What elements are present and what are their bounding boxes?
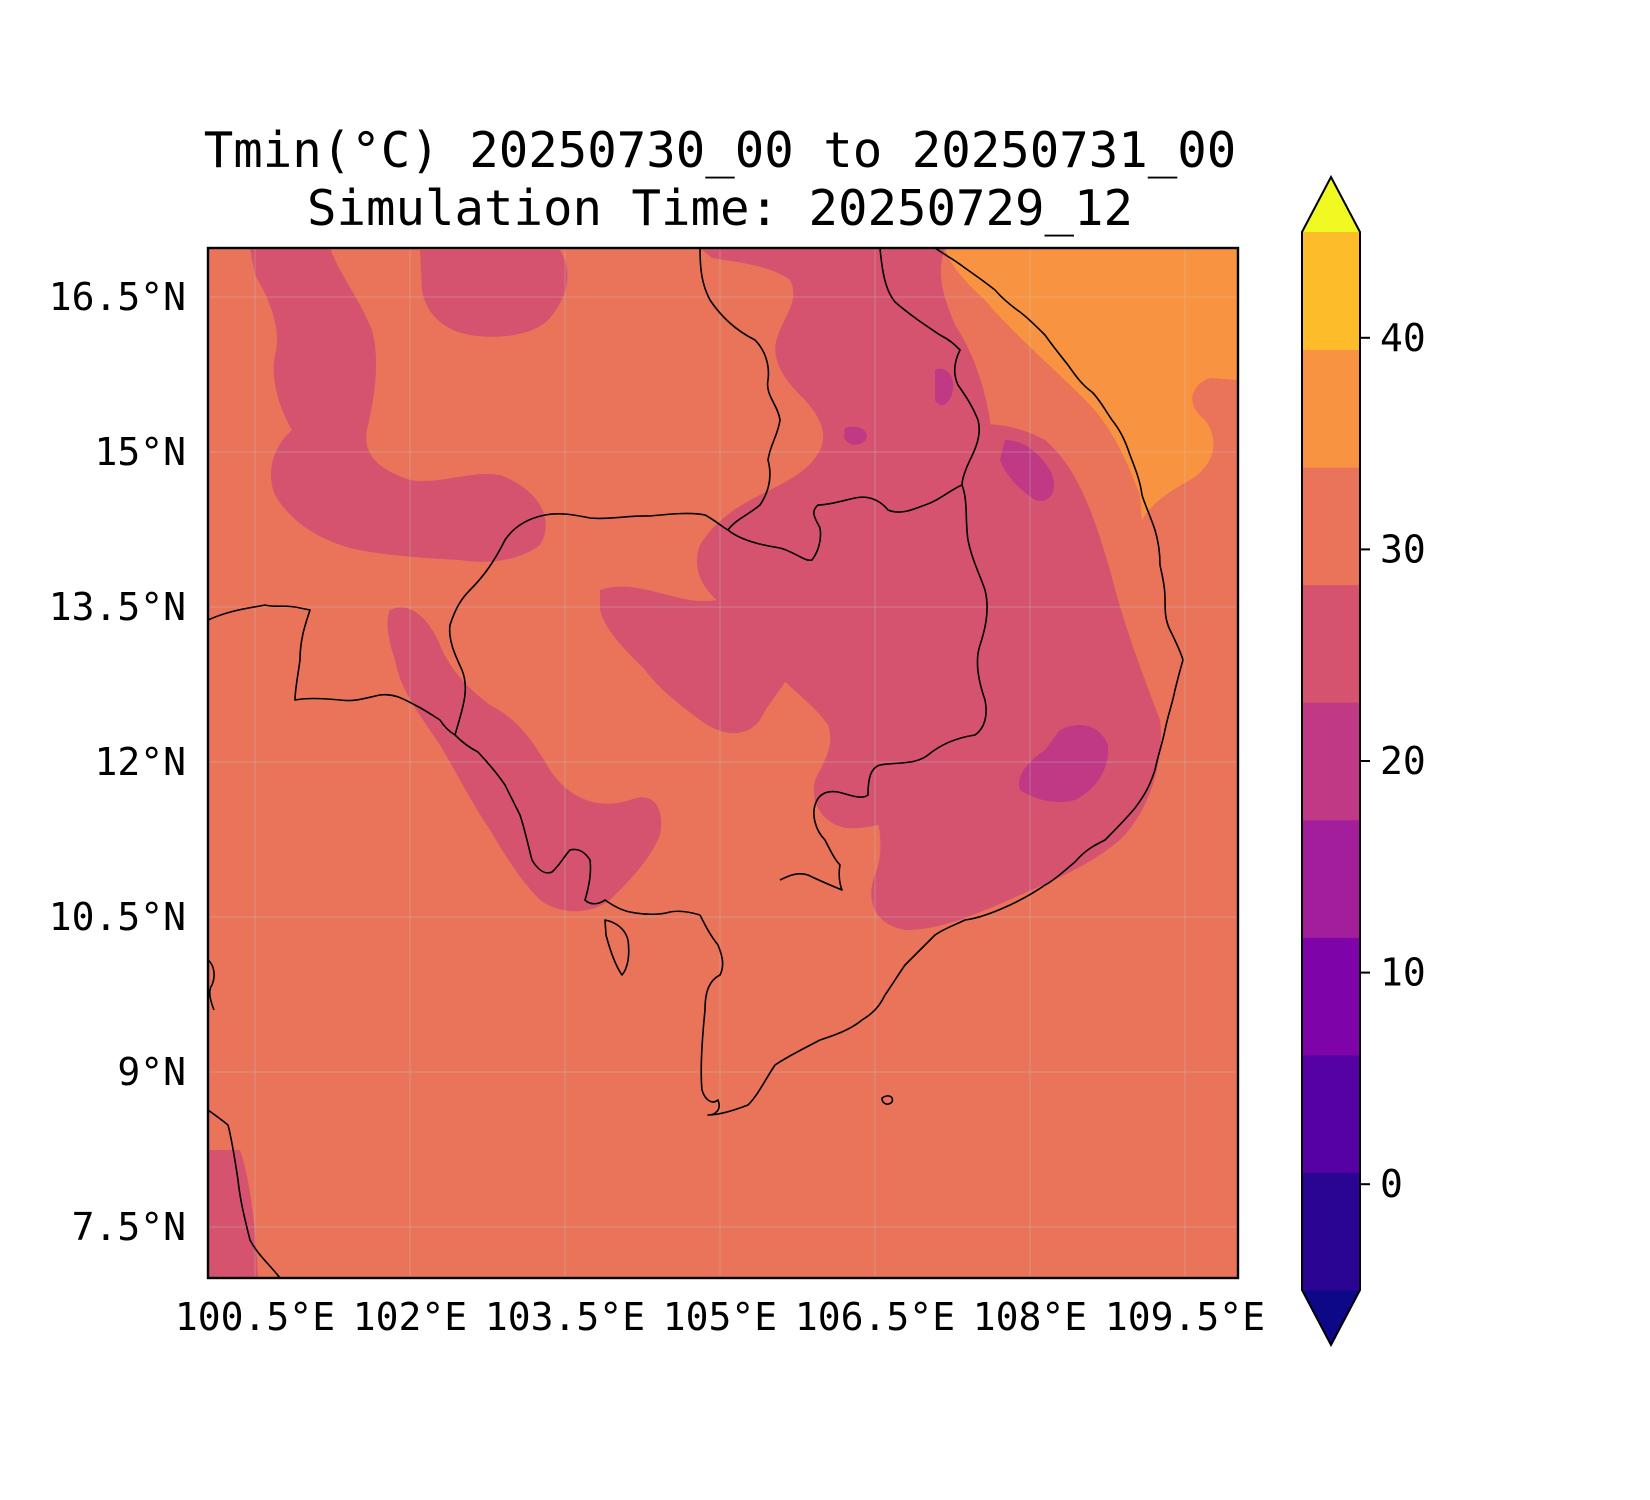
y-tick-label: 9°N — [117, 1050, 186, 1094]
x-tick-label: 106.5°E — [795, 1295, 955, 1339]
axes-frame — [206, 246, 1240, 1280]
colorbar-extend-max — [1302, 177, 1360, 232]
colorbar-extend-min — [1302, 1290, 1360, 1345]
cool-region-cambodia-center — [600, 586, 804, 734]
border-thailand-cambodia — [448, 512, 729, 736]
temperature-field — [208, 248, 1238, 1278]
colorbar-segment — [1302, 819, 1360, 938]
gridlines — [208, 248, 1238, 1278]
colorbar-segment — [1302, 584, 1360, 703]
border-laos-thailand — [699, 248, 781, 531]
coastline-malaysia-west — [208, 1109, 281, 1278]
colorbar-segment — [1302, 1054, 1360, 1173]
cool-region-north-thailand — [250, 248, 546, 562]
cool-region-southwest-corner — [208, 1150, 258, 1278]
coastline-cambodia — [454, 734, 701, 916]
colorbar-tick-label: 0 — [1380, 1162, 1403, 1206]
island-con-dao — [881, 1095, 894, 1105]
y-tick-label: 12°N — [94, 740, 186, 784]
coastlines-borders — [208, 248, 1184, 1278]
y-tick-label: 16.5°N — [49, 275, 186, 319]
x-tick-label: 108°E — [973, 1295, 1087, 1339]
x-tick-label: 105°E — [663, 1295, 777, 1339]
coastline-thailand-north-edge — [208, 959, 215, 1011]
colorbar-segment — [1302, 702, 1360, 821]
colorbar-segment — [1302, 349, 1360, 468]
colorbar-segment — [1302, 937, 1360, 1056]
coastline-thailand-gulf-west — [208, 604, 456, 736]
warm-region-northeast — [945, 248, 1238, 520]
colder-pocket-highlands-1 — [1000, 440, 1055, 501]
x-axis-labels: 100.5°E 102°E 103.5°E 105°E 106.5°E 108°… — [175, 1295, 1265, 1339]
border-laos-cambodia — [727, 484, 963, 562]
cool-region-central-highlands — [867, 424, 1161, 930]
x-tick-label: 103.5°E — [485, 1295, 645, 1339]
y-axis-labels: 16.5°N 15°N 13.5°N 12°N 10.5°N 9°N 7.5°N — [49, 275, 186, 1249]
colorbar: 0 10 20 30 40 — [1301, 174, 1426, 1348]
coastline-vietnam-south — [884, 659, 1184, 996]
x-tick-label: 109.5°E — [1105, 1295, 1265, 1339]
y-tick-label: 15°N — [94, 430, 186, 474]
y-tick-label: 13.5°N — [49, 585, 186, 629]
colorbar-tick-label: 30 — [1380, 527, 1426, 571]
colorbar-tick-label: 40 — [1380, 316, 1426, 360]
colorbar-segment — [1302, 467, 1360, 586]
map-subtitle: Simulation Time: 20250729_12 — [306, 180, 1133, 237]
coastline-vietnam-central — [934, 248, 1184, 661]
colder-pocket-laos-2 — [844, 426, 867, 445]
colder-pocket-highlands-2 — [1019, 725, 1109, 802]
map-title: Tmin(°C) 20250730_00 to 20250731_00 — [203, 122, 1237, 179]
y-tick-label: 7.5°N — [72, 1205, 186, 1249]
x-tick-label: 100.5°E — [175, 1295, 335, 1339]
cool-region-north-thailand-2 — [420, 250, 568, 337]
cool-region-cambodia-west — [387, 607, 662, 912]
border-vietnam-cambodia — [779, 484, 988, 891]
colorbar-segment — [1302, 232, 1360, 351]
coastline-mekong-delta — [699, 914, 886, 1116]
y-tick-label: 10.5°N — [49, 895, 186, 939]
colorbar-segment — [1302, 1172, 1360, 1291]
colorbar-tick-label: 10 — [1380, 951, 1426, 995]
colorbar-outline — [1301, 174, 1361, 1348]
colorbar-tick-label: 20 — [1380, 739, 1426, 783]
island-phu-quoc — [604, 919, 630, 976]
colder-pocket-laos — [935, 368, 954, 406]
x-tick-label: 102°E — [353, 1295, 467, 1339]
cool-region-laos — [696, 248, 996, 829]
border-vietnam-laos — [879, 248, 980, 486]
